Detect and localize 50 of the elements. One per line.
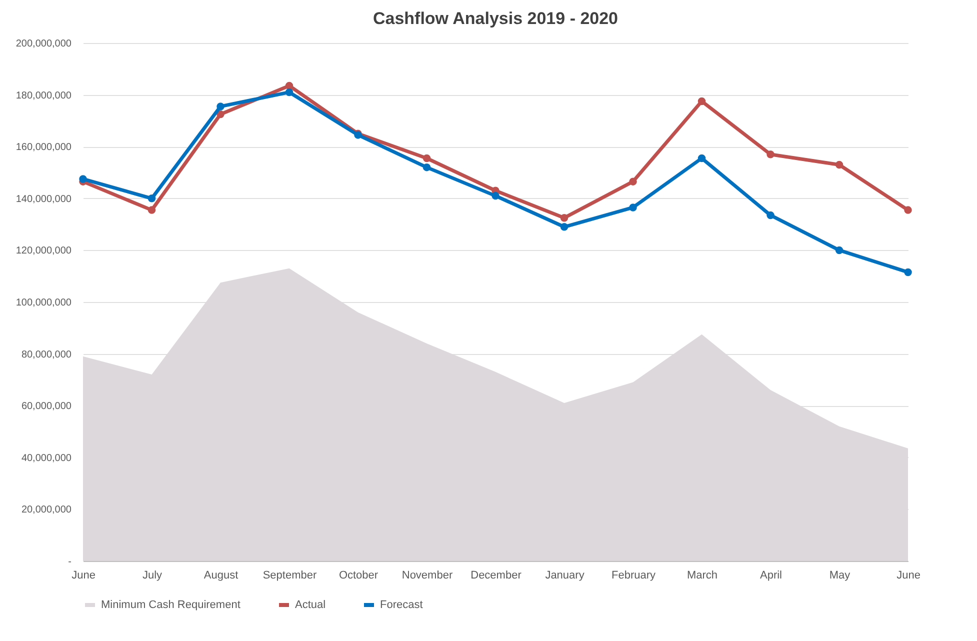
y-tick-label: 180,000,000 bbox=[16, 90, 72, 102]
point bbox=[835, 160, 844, 169]
x-tick-label: October bbox=[338, 570, 378, 582]
point bbox=[698, 97, 706, 106]
point bbox=[492, 192, 500, 200]
x-tick-label: August bbox=[204, 570, 238, 582]
y-tick-label: 100,000,000 bbox=[16, 298, 72, 308]
y-tick-label: 40,000,000 bbox=[21, 452, 72, 464]
y-tick-label: 60,000,000 bbox=[21, 401, 72, 412]
point bbox=[904, 206, 912, 214]
point bbox=[629, 178, 637, 186]
x-tick-label: July bbox=[142, 570, 163, 582]
y-tick-label: 20,000,000 bbox=[21, 504, 72, 516]
point bbox=[560, 223, 568, 231]
legend-label: Actual bbox=[295, 599, 326, 611]
x-tick-label: May bbox=[829, 570, 851, 582]
point bbox=[560, 214, 568, 222]
x-tick-label: April bbox=[760, 570, 782, 582]
point bbox=[904, 268, 912, 276]
point bbox=[766, 150, 774, 158]
y-tick-label: 160,000,000 bbox=[16, 142, 72, 154]
y-tick-label: 140,000,000 bbox=[16, 194, 72, 205]
y-tick-label: 200,000,000 bbox=[16, 38, 72, 50]
point bbox=[698, 154, 706, 162]
legend-label: Minimum Cash Requirement bbox=[101, 599, 240, 611]
point bbox=[766, 211, 774, 220]
y-tick-label: - bbox=[68, 556, 72, 568]
point bbox=[285, 82, 294, 90]
point bbox=[422, 154, 431, 162]
point bbox=[285, 88, 294, 96]
point bbox=[629, 204, 637, 212]
point bbox=[79, 175, 87, 183]
point bbox=[422, 163, 431, 172]
y-tick-label: 80,000,000 bbox=[21, 349, 72, 360]
x-tick-label: February bbox=[611, 570, 656, 582]
chart-title: Cashflow Analysis 2019 - 2020 bbox=[372, 9, 618, 28]
x-tick-label: January bbox=[545, 570, 585, 582]
x-tick-label: November bbox=[402, 570, 453, 582]
x-tick-label: December bbox=[470, 570, 522, 582]
point bbox=[148, 206, 156, 214]
x-tick-label: September bbox=[262, 570, 317, 582]
point bbox=[216, 102, 224, 110]
point bbox=[835, 246, 844, 254]
x-tick-label: June bbox=[72, 570, 96, 582]
x-tick-label: June bbox=[896, 570, 920, 582]
y-tick-label: 120,000,000 bbox=[16, 246, 72, 257]
x-tick-label: March bbox=[686, 570, 718, 582]
point bbox=[148, 194, 156, 202]
point bbox=[216, 110, 224, 118]
legend-label: Forecast bbox=[380, 599, 423, 611]
